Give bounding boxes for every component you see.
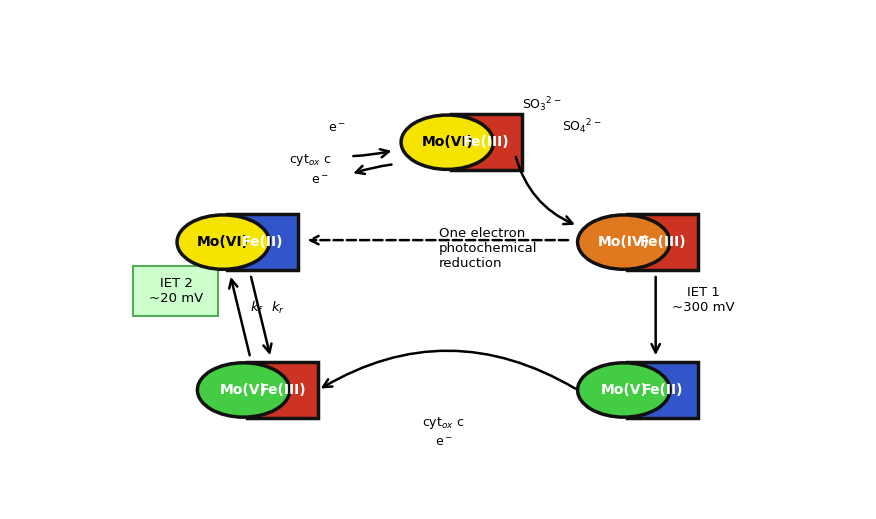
FancyBboxPatch shape (227, 214, 298, 270)
Text: Fe(II): Fe(II) (642, 383, 683, 397)
Text: e$^-$: e$^-$ (434, 436, 453, 449)
Text: $k_f$: $k_f$ (251, 300, 265, 316)
Text: IET 1
~300 mV: IET 1 ~300 mV (672, 286, 735, 314)
Text: SO$_4$$^{2-}$: SO$_4$$^{2-}$ (562, 118, 601, 136)
Text: One electron
photochemical
reduction: One electron photochemical reduction (439, 227, 537, 269)
Text: Mo(IV): Mo(IV) (597, 235, 650, 249)
Text: cyt$_{ox}$ c: cyt$_{ox}$ c (288, 152, 331, 168)
Circle shape (577, 215, 670, 269)
Text: Mo(V): Mo(V) (220, 383, 267, 397)
Text: IET 2
~20 mV: IET 2 ~20 mV (149, 277, 203, 305)
FancyBboxPatch shape (133, 266, 218, 316)
Circle shape (177, 215, 270, 269)
Circle shape (197, 363, 290, 417)
FancyBboxPatch shape (247, 362, 318, 418)
Text: e$^-$: e$^-$ (328, 122, 346, 135)
Text: Fe(III): Fe(III) (259, 383, 306, 397)
Text: e$^-$: e$^-$ (311, 174, 328, 187)
FancyBboxPatch shape (627, 362, 698, 418)
Text: $k_r$: $k_r$ (271, 300, 285, 316)
FancyBboxPatch shape (627, 214, 698, 270)
Text: SO$_3$$^{2-}$: SO$_3$$^{2-}$ (522, 95, 562, 114)
Text: Fe(II): Fe(II) (242, 235, 283, 249)
Text: Fe(III): Fe(III) (463, 135, 510, 149)
Text: Mo(VI): Mo(VI) (197, 235, 249, 249)
Text: cyt$_{ox}$ c: cyt$_{ox}$ c (422, 415, 464, 431)
Circle shape (401, 115, 493, 169)
Text: Mo(V): Mo(V) (600, 383, 647, 397)
Circle shape (577, 363, 670, 417)
Text: Mo(VI): Mo(VI) (421, 135, 473, 149)
FancyBboxPatch shape (450, 114, 522, 170)
Text: Fe(III): Fe(III) (639, 235, 686, 249)
